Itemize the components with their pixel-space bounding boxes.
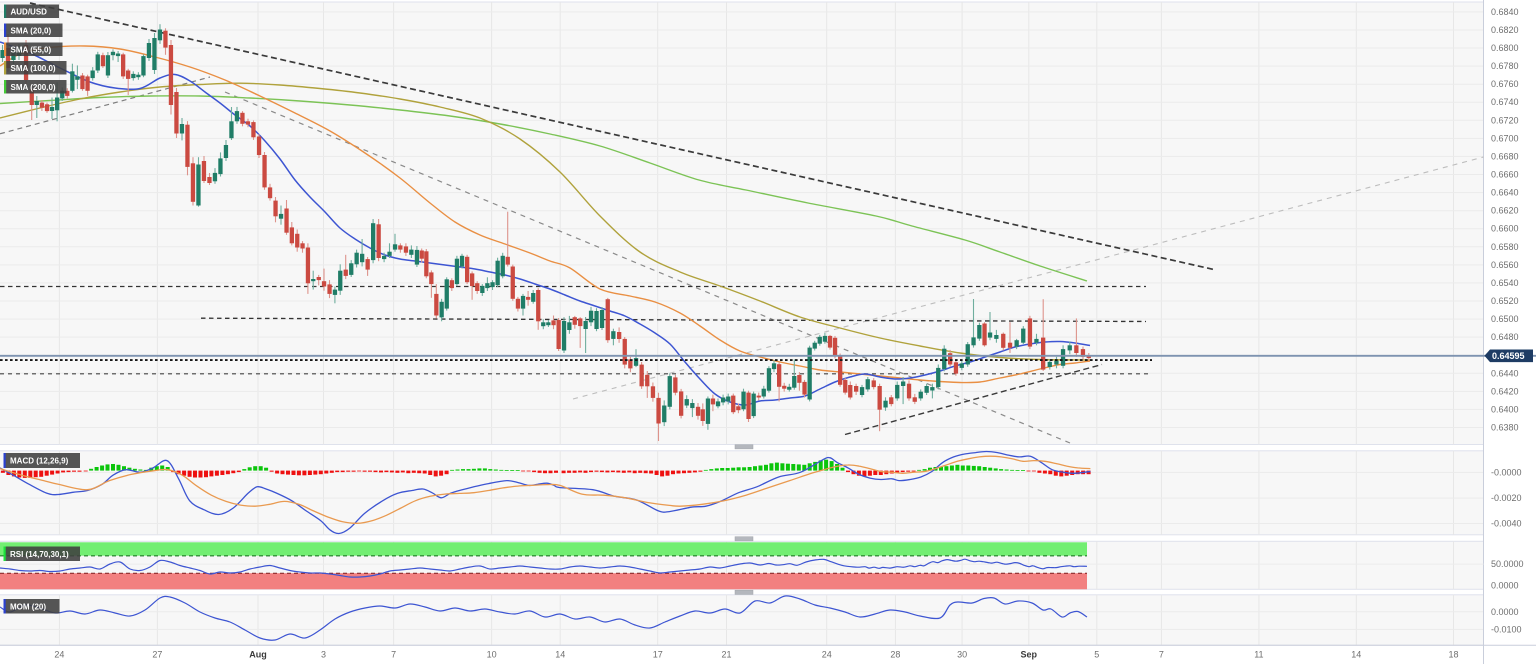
svg-text:0.6640: 0.6640 — [1491, 188, 1519, 198]
svg-text:0.6500: 0.6500 — [1491, 314, 1519, 324]
svg-text:24: 24 — [54, 650, 64, 660]
svg-text:5: 5 — [1094, 650, 1099, 660]
svg-text:MOM (20): MOM (20) — [10, 602, 46, 611]
svg-text:MACD (12,26,9): MACD (12,26,9) — [10, 457, 69, 466]
svg-text:-0.0100: -0.0100 — [1491, 624, 1522, 634]
svg-text:0.6560: 0.6560 — [1491, 260, 1519, 270]
svg-text:0.6420: 0.6420 — [1491, 386, 1519, 396]
svg-text:3: 3 — [321, 650, 326, 660]
svg-text:-0.0020: -0.0020 — [1491, 493, 1522, 503]
svg-text:0.0000: 0.0000 — [1491, 607, 1519, 617]
svg-text:0.6520: 0.6520 — [1491, 296, 1519, 306]
svg-text:SMA (200,0): SMA (200,0) — [11, 83, 56, 92]
svg-text:21: 21 — [721, 650, 731, 660]
svg-text:0.0000: 0.0000 — [1491, 580, 1519, 590]
svg-text:SMA (55,0): SMA (55,0) — [11, 45, 52, 54]
svg-text:0.6680: 0.6680 — [1491, 151, 1519, 161]
svg-text:0.6400: 0.6400 — [1491, 404, 1519, 414]
svg-text:7: 7 — [1159, 650, 1164, 660]
svg-text:0.6380: 0.6380 — [1491, 423, 1519, 433]
svg-text:SMA (20,0): SMA (20,0) — [11, 26, 52, 35]
svg-text:RSI (14,70,30,1): RSI (14,70,30,1) — [10, 550, 69, 559]
svg-text:7: 7 — [391, 650, 396, 660]
svg-text:0.6740: 0.6740 — [1491, 97, 1519, 107]
svg-text:30: 30 — [957, 650, 967, 660]
svg-text:0.6660: 0.6660 — [1491, 170, 1519, 180]
svg-text:50.0000: 50.0000 — [1491, 559, 1524, 569]
svg-text:0.6480: 0.6480 — [1491, 332, 1519, 342]
svg-text:17: 17 — [653, 650, 663, 660]
svg-text:0.6780: 0.6780 — [1491, 61, 1519, 71]
svg-text:0.6600: 0.6600 — [1491, 224, 1519, 234]
svg-text:0.6720: 0.6720 — [1491, 115, 1519, 125]
svg-text:Sep: Sep — [1021, 650, 1038, 660]
svg-text:-0.0000: -0.0000 — [1491, 467, 1522, 477]
svg-text:0.6620: 0.6620 — [1491, 206, 1519, 216]
svg-text:10: 10 — [487, 650, 497, 660]
svg-text:0.6580: 0.6580 — [1491, 242, 1519, 252]
svg-text:AUD/USD: AUD/USD — [11, 7, 48, 16]
svg-text:0.6820: 0.6820 — [1491, 25, 1519, 35]
svg-text:18: 18 — [1448, 650, 1458, 660]
svg-text:0.6760: 0.6760 — [1491, 79, 1519, 89]
svg-text:27: 27 — [152, 650, 162, 660]
svg-text:-0.0040: -0.0040 — [1491, 519, 1522, 529]
svg-text:28: 28 — [890, 650, 900, 660]
svg-text:14: 14 — [555, 650, 565, 660]
svg-text:Aug: Aug — [249, 650, 267, 660]
svg-text:0.6840: 0.6840 — [1491, 7, 1519, 17]
svg-text:0.6540: 0.6540 — [1491, 278, 1519, 288]
svg-text:0.6700: 0.6700 — [1491, 133, 1519, 143]
svg-text:11: 11 — [1254, 650, 1263, 660]
svg-text:SMA (100,0): SMA (100,0) — [11, 64, 56, 73]
svg-text:24: 24 — [822, 650, 832, 660]
svg-text:0.64595: 0.64595 — [1492, 351, 1525, 361]
svg-text:0.6440: 0.6440 — [1491, 368, 1519, 378]
svg-text:0.6800: 0.6800 — [1491, 43, 1519, 53]
svg-text:14: 14 — [1351, 650, 1361, 660]
